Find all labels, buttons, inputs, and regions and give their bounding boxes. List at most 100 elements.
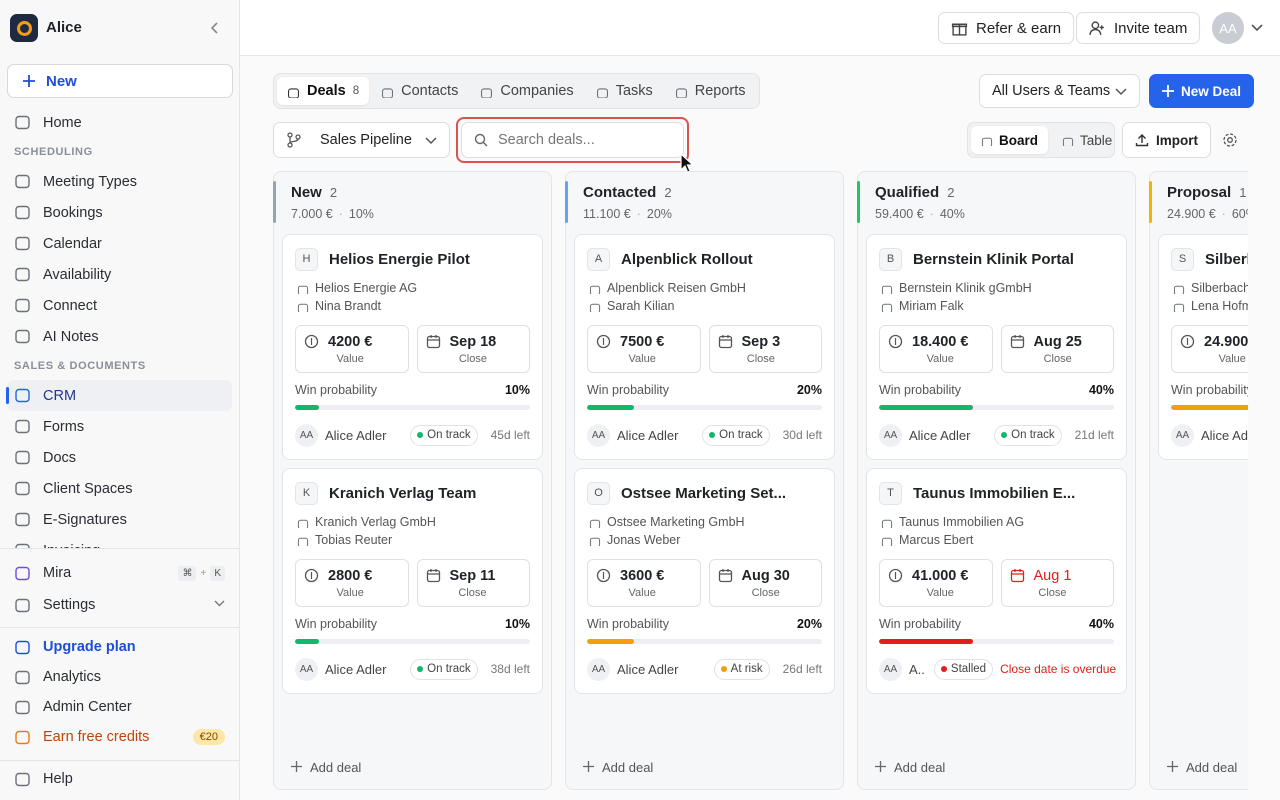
deal-footer: AA Alice Adler On track 45d left [295, 423, 530, 447]
nav-item[interactable]: Analytics [7, 662, 232, 692]
tab[interactable]: Contacts [371, 77, 468, 105]
nav-item[interactable]: Docs [7, 442, 232, 473]
deal-card[interactable]: O Ostsee Marketing Set... Ostsee Marketing… [574, 468, 835, 694]
deal-initial: K [295, 481, 318, 505]
nav-item[interactable]: Client Spaces [7, 473, 232, 504]
deal-card[interactable]: A Alpenblick Rollout Alpenblick Reisen Gmb… [574, 234, 835, 460]
deal-value: 2800 € [328, 568, 373, 584]
nav-item[interactable]: Meeting Types [7, 166, 232, 197]
nav-item[interactable]: E-Signatures [7, 504, 232, 535]
user-avatar[interactable]: AA [1212, 12, 1244, 44]
add-deal[interactable]: Add deal [583, 760, 653, 775]
icon-shape [1062, 137, 1074, 146]
win-row: Win probability 10% [295, 615, 530, 633]
view-option[interactable]: Table [1052, 126, 1122, 154]
calendar-shape [718, 569, 732, 583]
invite-button[interactable]: Invite team [1076, 12, 1201, 44]
nav-group: Help [0, 760, 239, 794]
deal-initial: T [879, 481, 902, 505]
refer-button[interactable]: Refer & earn [938, 12, 1075, 44]
deal-initial: H [295, 247, 318, 271]
owner-filter[interactable]: All Users & Teams [979, 74, 1140, 108]
add-deal[interactable]: Add deal [1167, 760, 1237, 775]
nav-item[interactable]: Bookings [7, 197, 232, 228]
icon-shape [15, 450, 30, 465]
avatar-chevron[interactable] [1251, 22, 1263, 34]
nav-item[interactable]: Settings [7, 589, 232, 621]
new-button[interactable]: New [7, 64, 233, 98]
icon-shape [15, 700, 30, 714]
plus-icon [23, 75, 35, 87]
nav-item[interactable]: Availability [7, 259, 232, 290]
tab[interactable]: Companies [470, 77, 583, 105]
deal-card[interactable]: B Bernstein Klinik Portal Bernstein Klinik… [866, 234, 1127, 460]
pipeline-select[interactable]: Sales Pipeline [273, 122, 450, 158]
deal-card[interactable]: K Kranich Verlag Team Kranich Verlag GmbH T… [282, 468, 543, 694]
deal-card[interactable]: S Silberbach Silberbach Lena Hofm 24.900 € Va… [1158, 234, 1248, 460]
nav-item[interactable]: Forms [7, 411, 232, 442]
value-icon [596, 568, 611, 606]
win-label: Win probability [587, 617, 669, 631]
icon [1173, 300, 1185, 312]
nav-label: Mira [43, 565, 72, 581]
deal-title: Silberbach [1205, 250, 1248, 268]
nav-item[interactable]: Invoicing [7, 535, 232, 548]
icon-shape [15, 566, 30, 580]
contact-name: Marcus Ebert [899, 533, 974, 547]
deal-initial: A [587, 247, 610, 271]
search-highlight [456, 117, 689, 163]
nav-item[interactable]: Home [7, 107, 232, 138]
deal-company: Kranich Verlag GmbH [295, 513, 530, 531]
nav-label: Invoicing [43, 543, 100, 549]
nav-item[interactable]: AI Notes [7, 321, 232, 352]
probability-bar [879, 405, 973, 410]
value-icon [1180, 334, 1195, 372]
win-value: 10% [504, 383, 530, 397]
stage-count: 2 [947, 185, 955, 200]
nav-item[interactable]: Mira ⌘ + K [7, 557, 232, 589]
add-deal[interactable]: Add deal [875, 760, 945, 775]
deal-card[interactable]: T Taunus Immobilien E... Taunus Immobilien… [866, 468, 1127, 694]
nav-item[interactable]: Admin Center [7, 692, 232, 722]
add-deal-label: Add deal [1186, 760, 1238, 775]
nav-label: AI Notes [43, 328, 99, 345]
company-name: Taunus Immobilien AG [899, 515, 1025, 529]
close-date: Sep 11 [449, 568, 496, 584]
workspace-name[interactable]: Alice [46, 19, 82, 36]
tab[interactable]: Reports [665, 77, 756, 105]
nav-item[interactable]: Help [7, 764, 232, 794]
settings-gear[interactable] [1222, 132, 1238, 148]
view-option[interactable]: Board [971, 126, 1049, 154]
plus [1167, 760, 1178, 775]
collapse-button[interactable] [209, 22, 221, 34]
new-deal-button[interactable]: New Deal [1149, 74, 1255, 108]
import-button[interactable]: Import [1122, 122, 1211, 158]
pipeline-column: Qualified 2 59.400 € · 40% B Bernstein Klinik … [857, 171, 1136, 790]
nav-item[interactable]: Upgrade plan [7, 632, 232, 662]
owner-name: Alice Adler [909, 427, 971, 443]
due-text: 21d left [1074, 428, 1114, 442]
tab[interactable]: Deals 8 [277, 77, 370, 105]
logo-ring [16, 20, 32, 36]
icon [297, 300, 309, 312]
nav-item[interactable]: Connect [7, 290, 232, 321]
probability-track [587, 639, 822, 644]
deal-card[interactable]: H Helios Energie Pilot Helios Energie AG Ni… [282, 234, 543, 460]
icon [14, 565, 31, 582]
stage-summary: 11.100 € · 20% [583, 207, 826, 221]
owner-name: Alice Adler [325, 427, 387, 443]
stage-total: 59.400 € [875, 207, 924, 221]
win-value: 20% [796, 617, 822, 631]
tab[interactable]: Tasks [586, 77, 663, 105]
stage-name: Proposal [1167, 184, 1232, 201]
search-input[interactable]: Search deals... [461, 122, 684, 158]
nav-item[interactable]: Calendar [7, 228, 232, 259]
icon [14, 480, 31, 497]
add-deal[interactable]: Add deal [291, 760, 361, 775]
deal-footer: AA A.. Stalled Close date is overdue [879, 657, 1116, 681]
nav-label: Forms [43, 418, 85, 435]
icon [14, 511, 31, 528]
nav-item[interactable]: Earn free credits €20 [7, 722, 232, 752]
nav-item[interactable]: CRM [6, 380, 232, 411]
icon-shape [15, 598, 30, 612]
